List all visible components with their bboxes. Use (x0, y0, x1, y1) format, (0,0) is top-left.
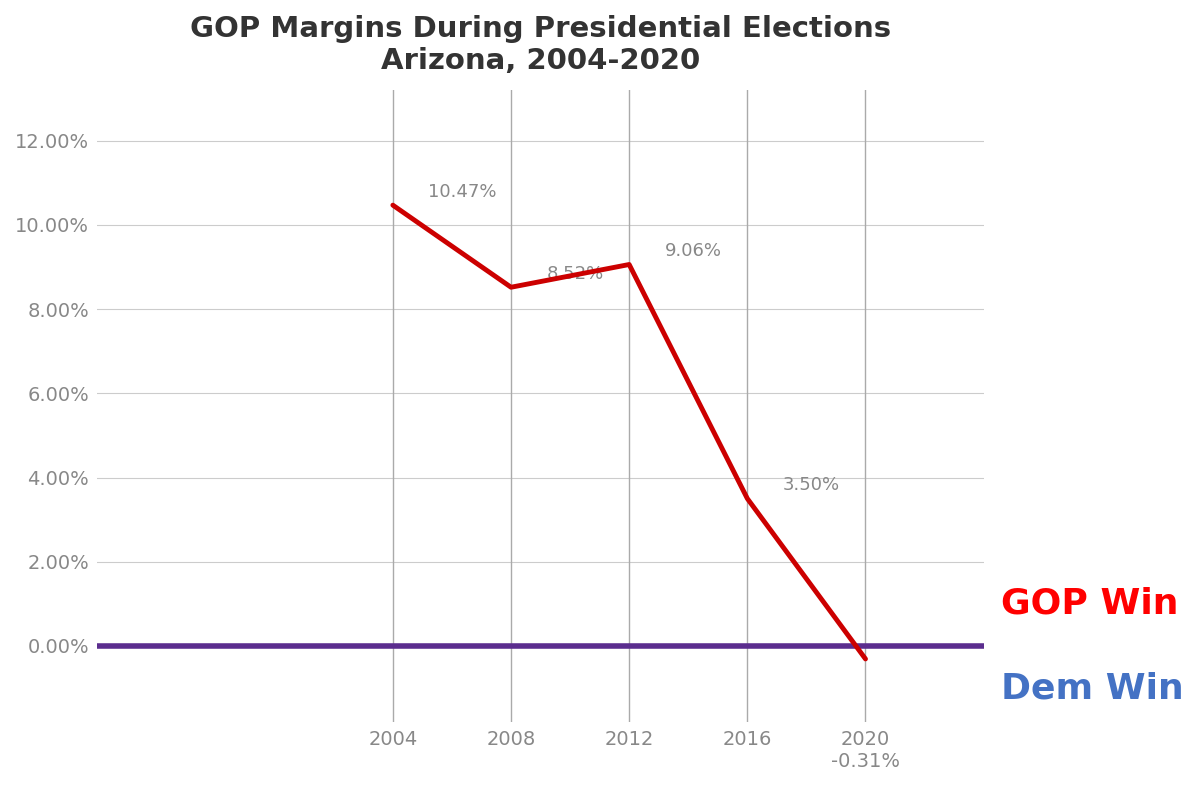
Text: GOP Win: GOP Win (1001, 586, 1178, 621)
Text: Dem Win: Dem Win (1001, 671, 1184, 705)
Text: 8.52%: 8.52% (546, 265, 604, 283)
Text: 3.50%: 3.50% (782, 476, 840, 494)
Text: 10.47%: 10.47% (428, 183, 497, 201)
Text: 9.06%: 9.06% (665, 242, 721, 260)
Title: GOP Margins During Presidential Elections
Arizona, 2004-2020: GOP Margins During Presidential Election… (190, 15, 892, 75)
